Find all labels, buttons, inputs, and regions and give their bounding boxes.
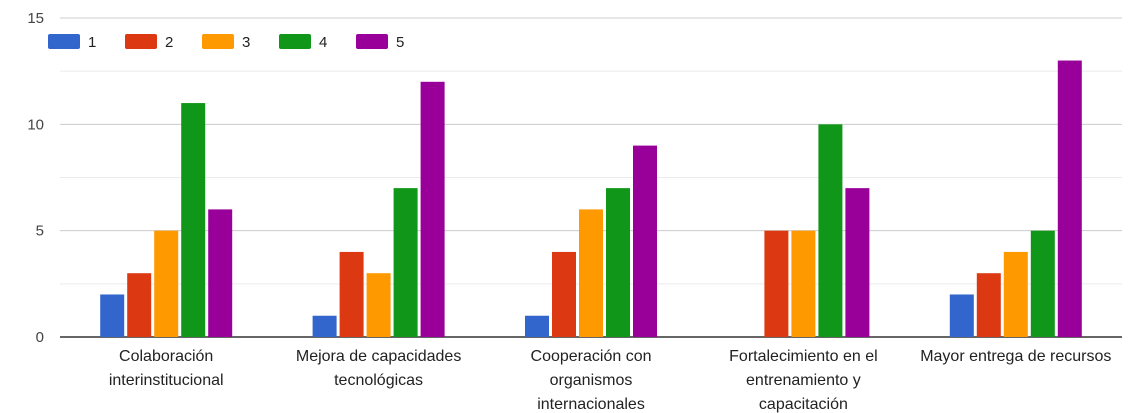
legend-label: 4 — [319, 34, 327, 51]
y-axis-ticks: 0 5 10 15 — [27, 10, 44, 346]
gridlines — [60, 17, 1122, 338]
legend-label: 3 — [242, 34, 250, 51]
bar — [420, 81, 445, 337]
legend-swatch — [279, 34, 311, 49]
bar — [949, 294, 974, 337]
legend-label: 5 — [396, 34, 404, 51]
bar — [366, 273, 391, 337]
bar — [393, 188, 418, 337]
bar — [525, 315, 549, 337]
bar — [1030, 230, 1055, 337]
bar — [552, 251, 576, 337]
bars — [100, 60, 1082, 338]
legend-label: 2 — [165, 34, 173, 51]
y-tick-label: 15 — [27, 10, 44, 27]
bar — [633, 145, 657, 337]
legend-swatch — [48, 34, 80, 49]
bar — [764, 230, 789, 337]
bar — [818, 124, 843, 337]
bar — [208, 209, 233, 337]
bar — [100, 294, 125, 337]
category-label: Cooperación con organismos internacionales — [531, 348, 652, 413]
legend-label: 1 — [88, 34, 96, 51]
legend-swatch — [125, 34, 157, 49]
bar — [791, 230, 816, 337]
category-label: Mayor entrega de recursos — [920, 348, 1111, 365]
category-label: Fortalecimiento en el entrenamiento y capa… — [729, 348, 878, 413]
legend-swatch — [356, 34, 388, 49]
category-label: Colaboración interinstitucional — [109, 348, 224, 389]
bar — [339, 251, 364, 337]
bar — [845, 188, 870, 337]
legend: 1 2 3 4 5 — [48, 34, 404, 51]
bar — [127, 273, 152, 337]
bar — [1003, 251, 1028, 337]
bar — [154, 230, 179, 337]
bar — [312, 315, 337, 337]
bar — [606, 188, 630, 337]
bar — [1057, 60, 1082, 338]
y-tick-label: 0 — [36, 329, 44, 346]
category-label: Mejora de capacidades tecnológicas — [296, 348, 461, 389]
bar — [976, 273, 1001, 337]
legend-swatch — [202, 34, 234, 49]
bar — [579, 209, 603, 337]
y-tick-label: 5 — [36, 223, 44, 240]
x-axis-labels: Colaboración interinstitucional Mejora de … — [109, 348, 1112, 413]
y-tick-label: 10 — [27, 116, 44, 133]
bar — [181, 103, 206, 337]
